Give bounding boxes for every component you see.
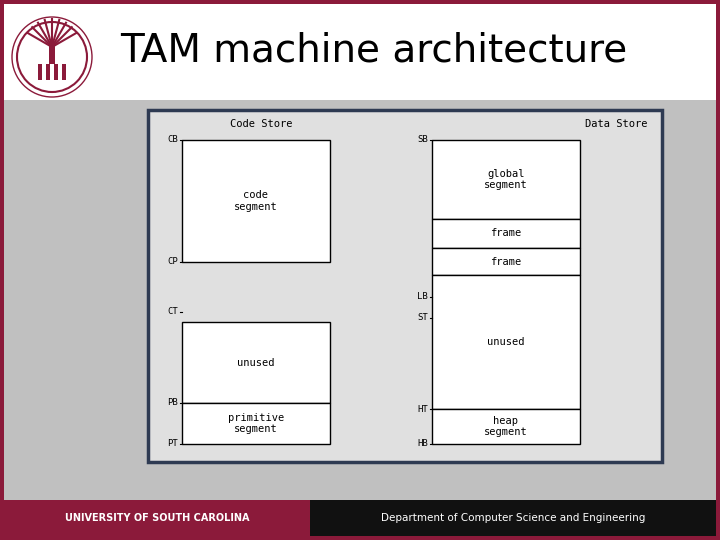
Bar [0,0,4,540]
Bar [432,409,580,444]
Bar [432,219,580,248]
Bar [0,0,720,4]
Text: unused: unused [487,337,525,347]
Text: PT: PT [167,440,178,449]
Text: Department of Computer Science and Engineering: Department of Computer Science and Engin… [381,513,645,523]
Text: frame: frame [490,256,521,267]
Bar [182,140,330,261]
Text: frame: frame [490,228,521,239]
Text: Code Store: Code Store [230,119,292,129]
Bar [62,64,66,80]
Bar [49,46,55,64]
Bar [4,4,100,100]
Text: unused: unused [238,357,275,368]
Text: SB: SB [418,136,428,145]
Bar [38,64,42,80]
Bar [0,536,720,540]
Bar [432,275,580,409]
Bar [310,500,716,536]
Text: HB: HB [418,440,428,449]
Bar [182,322,330,403]
Text: ST: ST [418,313,428,322]
Text: CB: CB [167,136,178,145]
Text: code
segment: code segment [234,190,278,212]
Bar [432,140,580,219]
Text: primitive
segment: primitive segment [228,413,284,434]
Text: PB: PB [167,399,178,408]
Bar [182,403,330,444]
Text: HT: HT [418,404,428,414]
Bar [148,110,662,462]
Text: LB: LB [418,292,428,301]
Text: CP: CP [167,257,178,266]
Bar [432,248,580,275]
Bar [54,64,58,80]
Text: global
segment: global segment [484,168,528,190]
Bar [46,64,50,80]
Text: TAM machine architecture: TAM machine architecture [120,31,627,69]
Bar [4,4,716,100]
Text: UNIVERSITY OF SOUTH CAROLINA: UNIVERSITY OF SOUTH CAROLINA [65,513,249,523]
Bar [716,0,720,540]
Text: Data Store: Data Store [585,119,647,129]
Text: heap
segment: heap segment [484,416,528,437]
Bar [4,500,310,536]
Text: CT: CT [167,307,178,316]
